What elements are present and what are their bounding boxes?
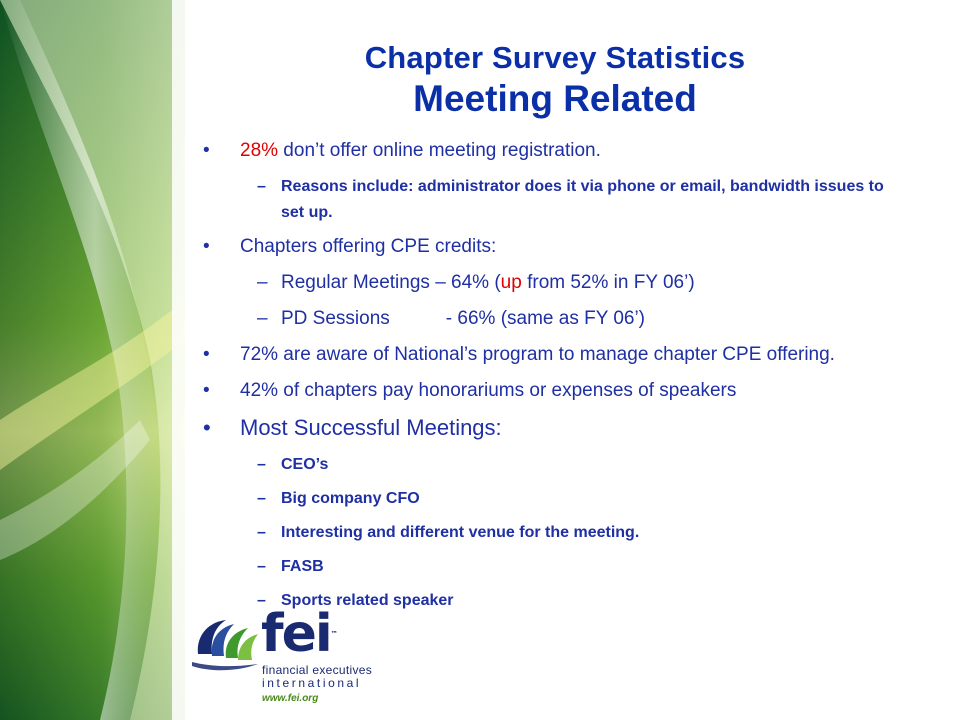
sub-bullet-text: CEO’s — [281, 456, 329, 473]
dash-marker: – — [257, 524, 266, 541]
bullet-text: 42% of chapters pay honorariums or expen… — [240, 380, 737, 401]
sub-bullet-text: Interesting and different venue for the … — [281, 524, 640, 541]
dash-marker: – — [257, 178, 266, 195]
org-name-line-1: financial executives — [262, 663, 373, 677]
sub-bullet-text: - 66% (same as FY 06’) — [445, 308, 646, 329]
dash-marker: – — [257, 592, 266, 609]
sub-bullet-item: – Sports related speaker — [203, 588, 903, 614]
bullet-item: • Chapters offering CPE credits: — [203, 234, 903, 259]
bullet-marker: • — [203, 380, 210, 401]
slide-body: • 28% don’t offer online meeting registr… — [203, 138, 903, 622]
fei-organization-name: financial executives international — [262, 664, 372, 690]
bullet-marker: • — [203, 344, 210, 365]
dash-marker: – — [257, 272, 268, 293]
bullet-text: 72% are aware of National’s program to m… — [240, 344, 835, 365]
bullet-marker: • — [203, 415, 211, 440]
fei-logo — [190, 612, 360, 712]
sub-bullet-text: from 52% in FY 06’) — [521, 272, 695, 293]
bullet-item: • 72% are aware of National’s program to… — [203, 342, 903, 367]
dash-marker: – — [257, 308, 268, 329]
decorative-swoosh-background — [0, 0, 185, 720]
bullet-item: • 42% of chapters pay honorariums or exp… — [203, 378, 903, 403]
bullet-marker: • — [203, 140, 210, 161]
bullet-item: • 28% don’t offer online meeting registr… — [203, 138, 903, 163]
sub-bullet-item: – CEO’s — [203, 452, 903, 478]
sub-bullet-text: Reasons include: administrator does it v… — [281, 178, 884, 221]
sub-bullet-text: FASB — [281, 558, 324, 575]
sub-bullet-text: Sports related speaker — [281, 592, 454, 609]
sub-bullet-text: Regular Meetings – 64% ( — [281, 272, 501, 293]
slide-title: Chapter Survey Statistics Meeting Relate… — [185, 38, 925, 120]
fei-swirl-icon — [192, 620, 258, 671]
sub-bullet-item: – PD Sessions - 66% (same as FY 06’) — [203, 306, 903, 331]
sub-bullet-item: – Big company CFO — [203, 486, 903, 512]
dash-marker: – — [257, 490, 266, 507]
bullet-item: • Most Successful Meetings: — [203, 414, 903, 442]
title-line-1: Chapter Survey Statistics — [364, 40, 746, 75]
bullet-marker: • — [203, 236, 210, 257]
sub-bullet-item: – Interesting and different venue for th… — [203, 520, 903, 546]
fei-website-url: www.fei.org — [262, 693, 319, 704]
sub-bullet-text: PD Sessions — [281, 308, 390, 329]
sub-bullet-item: – FASB — [203, 554, 903, 580]
dash-marker: – — [257, 558, 266, 575]
sub-bullet-item: – Reasons include: administrator does it… — [203, 174, 903, 226]
dash-marker: – — [257, 456, 266, 473]
bullet-text: don’t offer online meeting registration. — [278, 140, 601, 161]
sub-bullet-text: Big company CFO — [281, 490, 420, 507]
highlight-text: 28% — [240, 140, 279, 161]
sub-bullet-item: – Regular Meetings – 64% (up from 52% in… — [203, 270, 903, 295]
org-name-line-2: international — [262, 676, 362, 690]
fei-wordmark: fei™ — [261, 604, 338, 664]
title-line-2: Meeting Related — [413, 78, 697, 119]
highlight-text: up — [500, 272, 522, 293]
bullet-text: Chapters offering CPE credits: — [240, 236, 497, 257]
bullet-text: Most Successful Meetings: — [240, 415, 502, 440]
